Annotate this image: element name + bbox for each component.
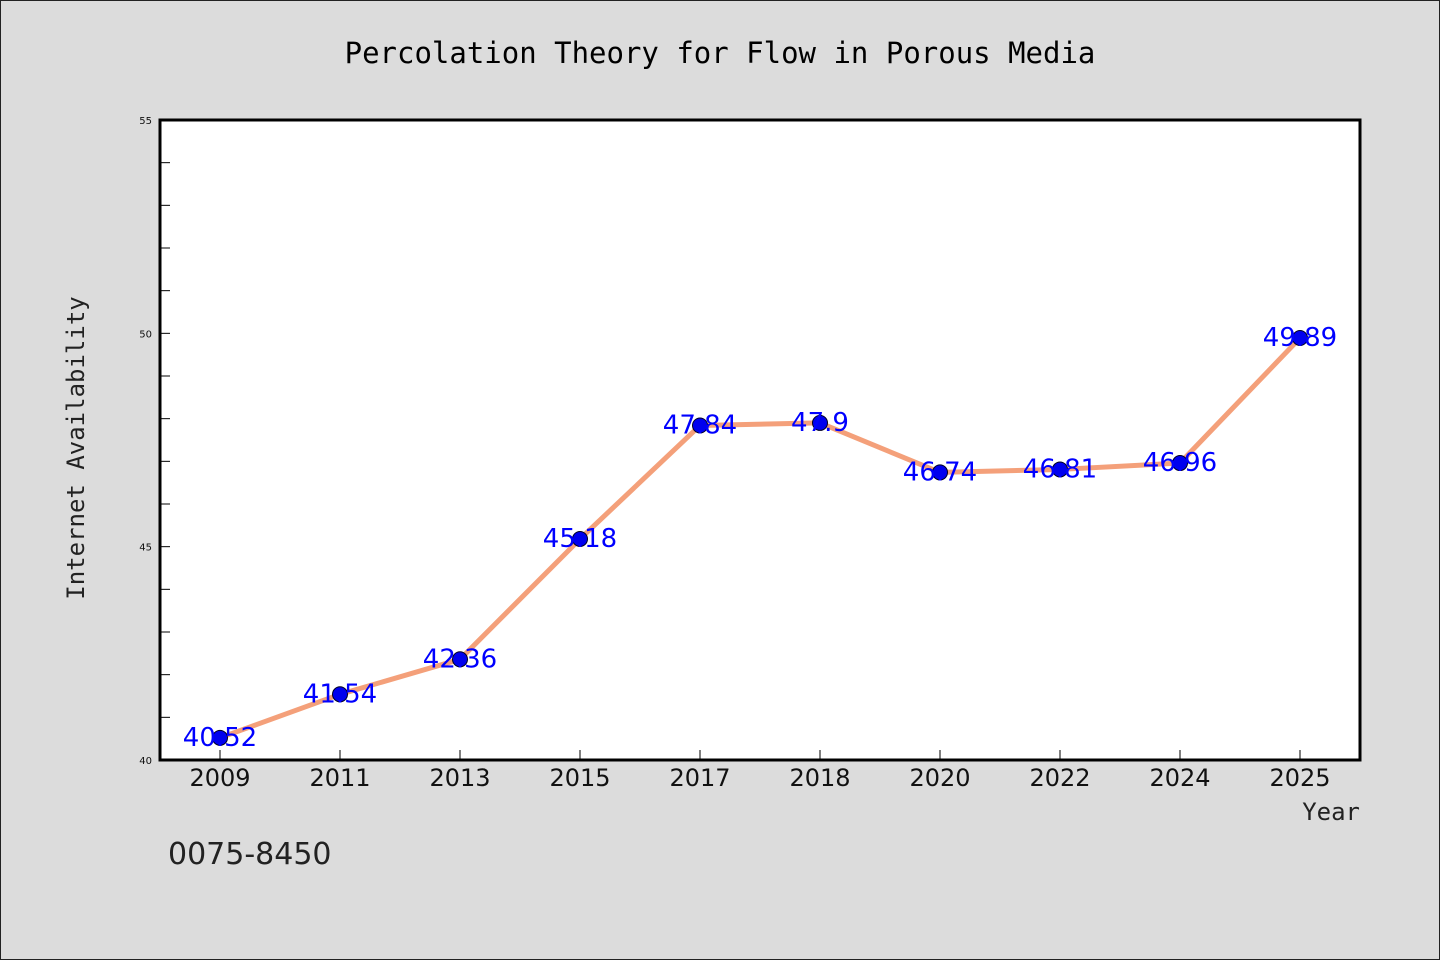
data-label: 46.96 [1143,448,1217,478]
data-label: 46.81 [1023,454,1097,484]
y-axis: 40 45 50 55 [139,116,170,767]
data-point [572,530,588,547]
data-point [1292,330,1308,347]
x-tick-label: 2015 [549,764,610,792]
data-label: 49.89 [1263,323,1337,353]
plot-area [158,118,1362,762]
x-tick-label: 2013 [429,764,490,792]
data-point [332,686,348,703]
x-tick-label: 2022 [1029,764,1090,792]
y-axis-label: Internet Availability [62,296,90,599]
data-points [212,330,1308,746]
x-axis-label: Year [1302,798,1360,826]
data-label: 45.18 [543,524,617,554]
x-axis: 2009 2011 2013 2015 2017 2018 2020 2022 2024 2025 [189,750,1331,792]
chart-title: Percolation Theory for Flow in Porous Me… [345,36,1096,70]
y-tick-label: 40 [139,756,152,767]
data-point [1172,455,1188,472]
x-tick-label: 2025 [1269,764,1330,792]
data-label: 42.36 [423,644,497,674]
data-label: 46.74 [903,457,977,487]
data-point [812,414,828,431]
y-tick-label: 50 [139,329,152,340]
data-label: 47.9 [791,408,849,438]
x-tick-label: 2018 [789,764,850,792]
data-label: 47.84 [663,410,737,440]
y-tick-label: 55 [139,116,152,127]
data-label: 40.52 [183,723,257,753]
data-point [692,417,708,434]
data-label: 41.54 [303,679,377,709]
x-tick-label: 2011 [309,764,370,792]
x-tick-label: 2024 [1149,764,1210,792]
data-point [1052,461,1068,478]
x-tick-label: 2017 [669,764,730,792]
footer-code: 0075-8450 [168,837,332,872]
x-tick-label: 2009 [189,764,250,792]
data-point [932,464,948,481]
data-point [452,651,468,668]
x-tick-label: 2020 [909,764,970,792]
data-labels: 40.52 41.54 42.36 45.18 47.84 47.9 46.74 46.81 4… [183,323,1337,753]
series-line [217,335,1303,741]
y-tick-label: 45 [139,543,152,554]
data-point [212,729,228,746]
